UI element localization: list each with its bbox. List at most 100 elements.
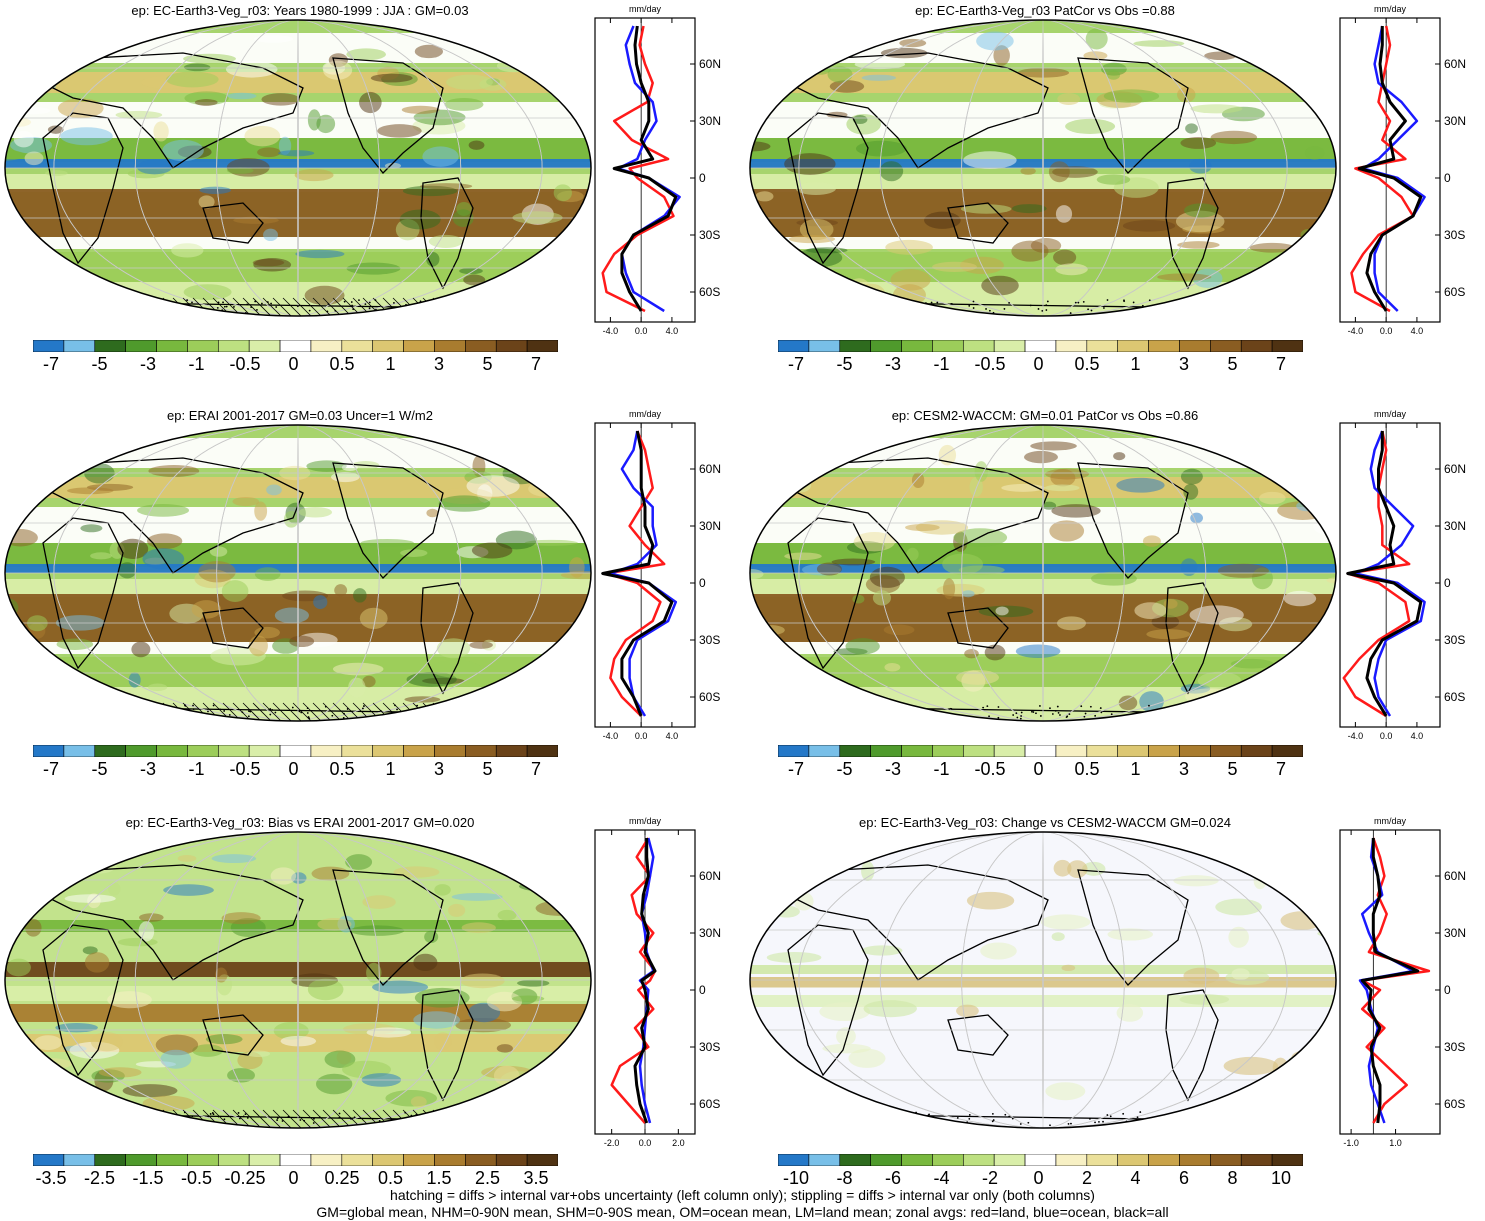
map-band: [5, 579, 591, 597]
coastline: [1077, 462, 1189, 579]
colorbar: [778, 745, 1303, 757]
colorbar-swatch: [1024, 1154, 1057, 1166]
colorbar-swatch: [403, 1154, 435, 1166]
colorbar-swatch: [1179, 340, 1211, 352]
coastline: [31, 864, 304, 981]
colorbar-swatch: [1240, 745, 1273, 757]
x-tick-label: -4.0: [1348, 731, 1364, 741]
map-band: [5, 159, 591, 168]
colorbar-label: -4: [933, 1168, 950, 1188]
lat-tick-label: 60S: [1444, 690, 1465, 704]
colorbar-swatch: [156, 745, 188, 757]
coastline: [776, 864, 1049, 981]
coastline: [42, 112, 124, 265]
series-line-blue: [638, 837, 655, 1124]
colorbar-swatch: [403, 340, 435, 352]
profile-frame: [594, 17, 696, 323]
lat-tick-label: 60S: [1444, 285, 1465, 299]
map-band: [5, 564, 591, 573]
colorbar-swatch: [465, 1154, 497, 1166]
colorbar-swatch: [808, 340, 841, 352]
map-band: [750, 594, 1336, 642]
lat-tick-label: 0: [1444, 983, 1451, 997]
colorbar-label: -0.5: [229, 759, 261, 779]
colorbar-label: 7: [530, 759, 542, 779]
colorbar-swatch: [932, 1154, 964, 1166]
colorbar-label: -5: [836, 759, 853, 779]
coastline: [1165, 989, 1219, 1102]
colorbar-swatch: [839, 745, 871, 757]
colorbar-swatch: [1210, 340, 1242, 352]
colorbar-swatch: [156, 1154, 188, 1166]
map-border: [749, 19, 1337, 317]
colorbar-label: -10: [782, 1168, 810, 1188]
colorbar-swatch: [962, 340, 995, 352]
unit-label: mm/day: [1374, 4, 1407, 14]
lat-tick-label: 60S: [699, 285, 720, 299]
coastline: [420, 582, 474, 695]
lat-tick-label: 0: [699, 171, 706, 185]
colorbar-swatch: [778, 340, 810, 352]
map: [4, 19, 592, 317]
colorbar-swatch: [1055, 1154, 1088, 1166]
colorbar-labels: -7 -5 -3 -1 -0.5 0 0.5 1 3 5 7: [778, 354, 1303, 376]
map-band: [750, 965, 1336, 974]
colorbar-swatch: [839, 1154, 871, 1166]
profile-frame: [1339, 17, 1441, 323]
map-band: [5, 189, 591, 237]
series-line-black: [612, 25, 678, 312]
panel-p3: ep: ERAI 2001-2017 GM=0.03 Uncer=1 W/m2 …: [0, 405, 740, 795]
colorbar-label: 0.5: [1074, 354, 1100, 374]
colorbar-swatch: [1240, 1154, 1273, 1166]
x-tick-label: 4.0: [666, 731, 679, 741]
colorbar-swatch: [870, 745, 902, 757]
zonal-profile: mm/day 60N 30N 0 30S 60S -4.0 0.0 4.0: [1339, 4, 1466, 336]
colorbar-swatch: [1148, 745, 1180, 757]
colorbar-swatch: [248, 745, 281, 757]
footnote-line-1: hatching = diffs > internal var+obs unce…: [390, 1187, 1095, 1203]
colorbar-label: 0: [288, 354, 299, 374]
colorbar-swatch: [1210, 1154, 1242, 1166]
lat-tick-label: 30N: [1444, 926, 1466, 940]
colorbar-swatch: [1055, 340, 1088, 352]
colorbar-swatch: [526, 340, 558, 352]
colorbar-swatch: [372, 1154, 404, 1166]
colorbar-swatch: [341, 745, 374, 757]
lat-tick-label: 60N: [699, 869, 721, 883]
colorbar-swatch: [279, 745, 312, 757]
lat-tick-label: 30S: [1444, 633, 1465, 647]
coastline: [420, 989, 474, 1102]
colorbar-swatch: [1086, 1154, 1119, 1166]
footnote-line-2: GM=global mean, NHM=0-90N mean, SHM=0-90…: [316, 1204, 1169, 1220]
colorbar-swatch: [495, 745, 528, 757]
colorbar-labels: -10 -8 -6 -4 -2 0 2 4 6 8 10: [778, 1168, 1303, 1190]
map-band: [750, 564, 1336, 573]
zonal-profile: mm/day 60N 30N 0 30S 60S -1.0 1.0: [1339, 816, 1466, 1148]
colorbar-label: -3: [884, 759, 902, 779]
coastline: [1077, 869, 1189, 986]
map-band: [5, 962, 591, 977]
colorbar-labels: -3.5 -2.5 -1.5 -0.5 -0.25 0 0.25 0.5 1.5 2.5 3.5: [33, 1168, 558, 1190]
colorbar-swatch: [403, 745, 435, 757]
map: [749, 424, 1337, 722]
colorbar-label: 6: [1178, 1168, 1190, 1188]
colorbar-label: 0: [1033, 1168, 1044, 1188]
colorbar-label: -3: [139, 354, 157, 374]
colorbar-swatch: [932, 745, 964, 757]
lat-tick-label: 30N: [699, 519, 721, 533]
colorbar-swatch: [156, 340, 188, 352]
map-band: [5, 657, 591, 687]
colorbar-label: 2.5: [474, 1168, 501, 1188]
map: [749, 19, 1337, 317]
colorbar-swatch: [993, 340, 1026, 352]
map-band: [750, 687, 1336, 721]
colorbar-label: -7: [787, 759, 805, 779]
lat-tick-label: 60N: [699, 462, 721, 476]
colorbar-swatch: [33, 1154, 65, 1166]
map-band: [750, 282, 1336, 316]
colorbar-swatch: [932, 340, 964, 352]
colorbar-label: -0.5: [974, 354, 1006, 374]
colorbar-label: 0.25: [324, 1168, 360, 1188]
coastline: [1077, 57, 1189, 174]
colorbar-swatch: [901, 1154, 933, 1166]
